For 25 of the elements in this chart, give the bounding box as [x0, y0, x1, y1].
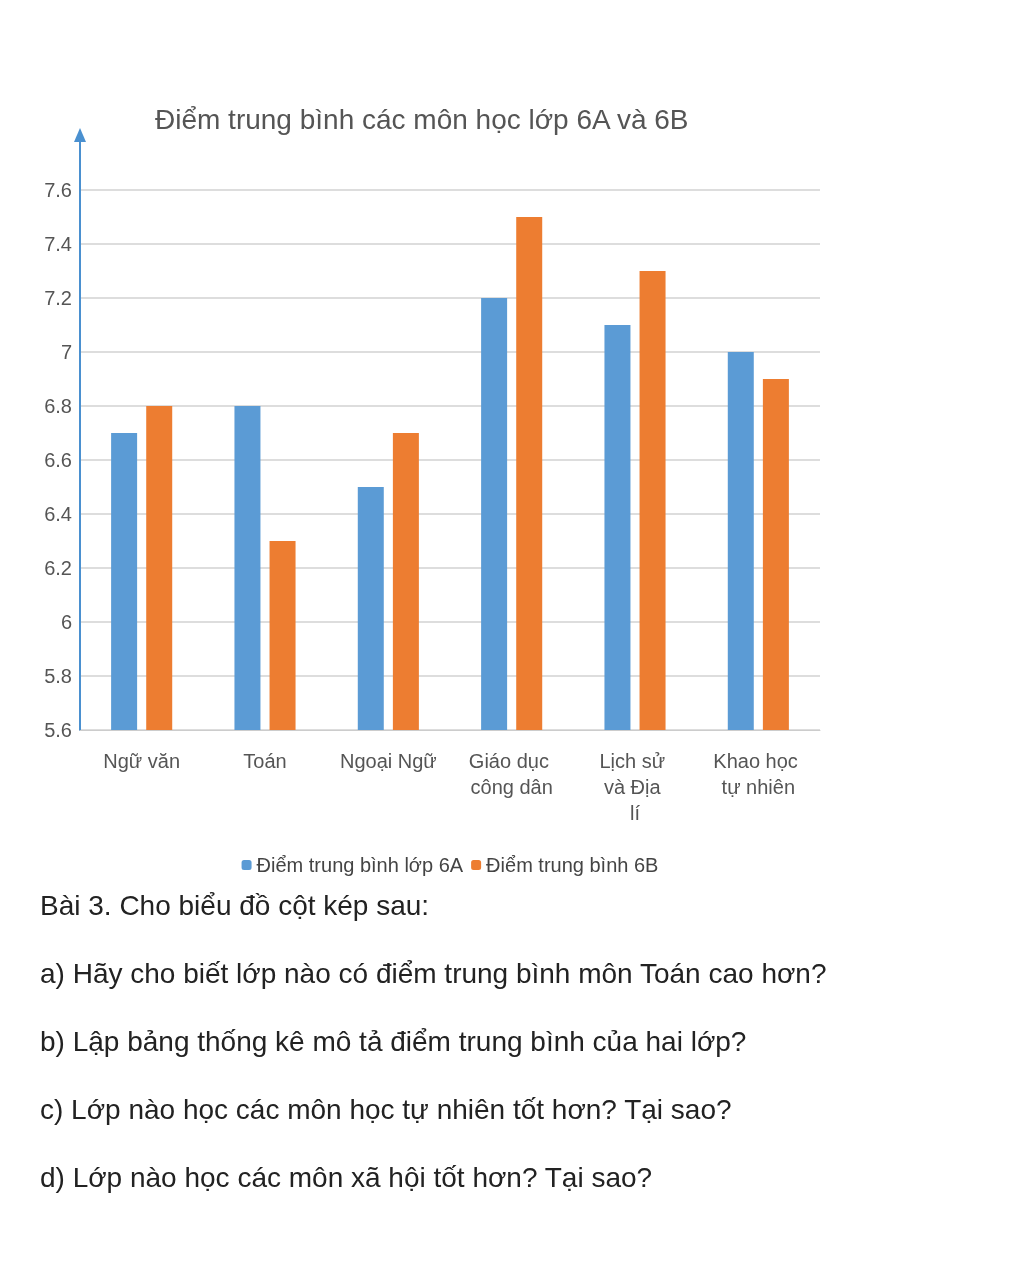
- y-tick-label: 7.4: [44, 233, 72, 255]
- y-tick-label: 6.4: [44, 503, 72, 525]
- x-tick-label: Lịch sử và Địa lí: [599, 750, 671, 824]
- text: a) Hãy cho biết lớp nào có điểm trung bình môn Toán cao hơn?: [40, 958, 828, 990]
- y-tick-label: 7: [60, 341, 72, 363]
- y-tick-label: 7.2: [44, 287, 72, 309]
- y-tick-label: 6.6: [44, 449, 72, 471]
- x-tick-label: Giáo dục công dân: [468, 750, 555, 798]
- text: c) Lớp nào học các môn học tự nhiên tốt hơn? Tại sao?: [40, 1094, 733, 1126]
- y-tick-label: 5.6: [44, 719, 72, 741]
- x-tick-label: Khao học tự nhiên: [713, 750, 804, 798]
- legend-label: Điểm trung bình 6B: [486, 854, 659, 876]
- y-tick-label: 6: [60, 611, 72, 633]
- text: Bài 3. Cho biểu đồ cột kép sau:: [40, 890, 431, 922]
- legend-label: Điểm trung bình lớp 6A: [256, 854, 464, 876]
- x-tick-label: Ngoại Ngữ: [339, 750, 437, 772]
- y-tick-label: 7.6: [44, 179, 72, 201]
- text: b) Lập bảng thống kê mô tả điểm trung bình của hai lớp?: [40, 1026, 748, 1058]
- chart-title: Điểm trung bình các môn học lớp 6A và 6B: [155, 103, 689, 135]
- text: d) Lớp nào học các môn xã hội tốt hơn? Tại sao?: [40, 1162, 654, 1194]
- x-tick-label: Toán: [243, 750, 287, 772]
- y-tick-label: 6.2: [44, 557, 72, 579]
- x-tick-label: Ngữ văn: [103, 750, 181, 772]
- y-tick-label: 6.8: [44, 395, 72, 417]
- y-tick-label: 5.8: [44, 665, 72, 687]
